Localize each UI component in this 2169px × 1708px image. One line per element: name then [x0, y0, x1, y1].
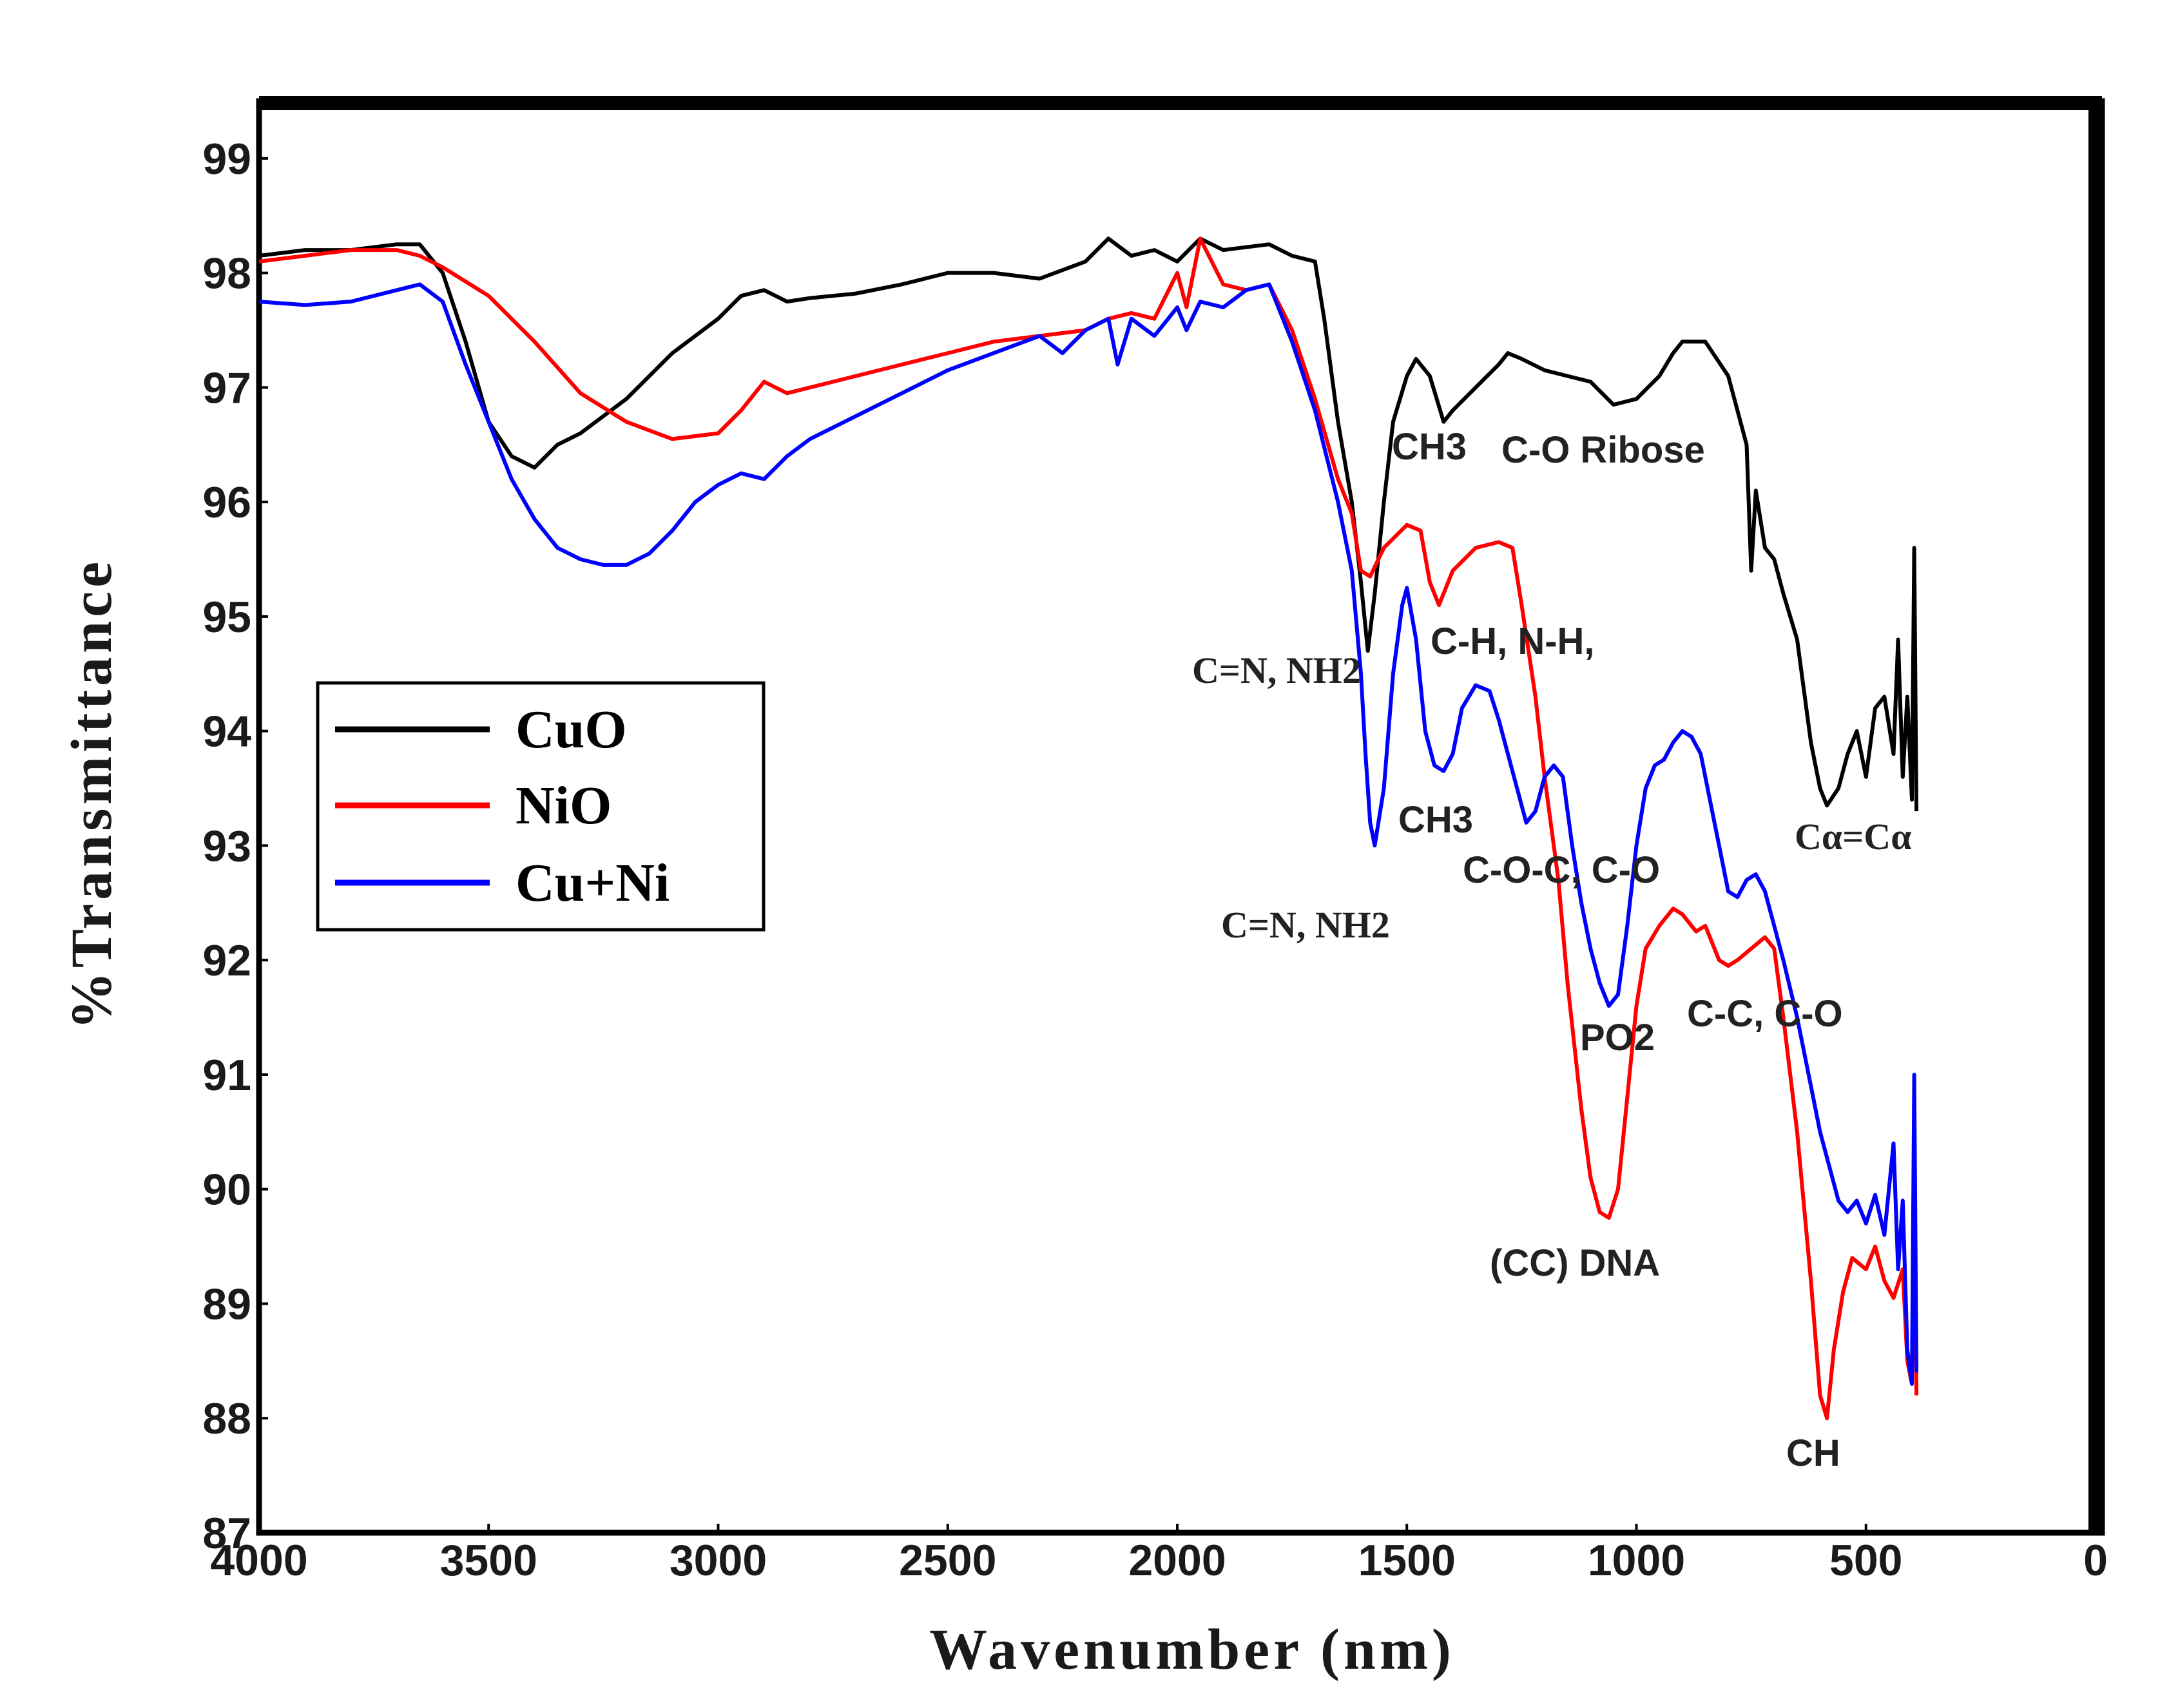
series-line-cuo: [258, 236, 1919, 812]
y-tick-label: 95: [202, 593, 251, 642]
y-tick-label: 90: [202, 1166, 251, 1214]
y-tick-label: 92: [202, 936, 251, 985]
annotation-cn-nh2-upper: C=N, NH2: [1192, 649, 1361, 691]
annotations: CH3 C-O Ribose C=N, NH2 C-H, N-H, CH3 C-…: [1192, 426, 1912, 1474]
y-axis-title: %Transmittance: [60, 558, 124, 1030]
x-tick-label: 2000: [1128, 1536, 1226, 1585]
annotation-coc-co: C-O-C, C-O: [1463, 849, 1660, 891]
annotation-co-ribose: C-O Ribose: [1501, 429, 1705, 471]
annotation-cc-dna: (CC) DNA: [1490, 1242, 1660, 1284]
y-tick-label: 87: [202, 1509, 251, 1558]
annotation-cc-co: C-C, C-O: [1687, 993, 1843, 1035]
annotation-ch: CH: [1786, 1432, 1840, 1474]
annotation-ch3-upper: CH3: [1392, 426, 1467, 468]
legend: CuO NiO Cu+Ni: [316, 681, 766, 932]
x-tick-label: 4000: [210, 1536, 307, 1585]
legend-label-cuo: CuO: [516, 700, 627, 760]
series-lines: [258, 236, 1919, 1421]
x-tick-label: 1500: [1358, 1536, 1456, 1585]
series-line-nio: [258, 236, 1919, 1421]
y-tick-label: 94: [202, 707, 251, 756]
x-tick-label: 0: [2083, 1536, 2108, 1585]
annotation-calpha: Cα=Cα: [1795, 816, 1912, 858]
x-tick-label: 500: [1829, 1536, 1902, 1585]
y-tick-label: 88: [202, 1394, 251, 1443]
x-tick-label: 3500: [440, 1536, 537, 1585]
x-axis-title: Wavenumber (nm): [929, 1618, 1455, 1682]
y-tick-label: 98: [202, 249, 251, 298]
annotation-cn-nh2-lower: C=N, NH2: [1221, 904, 1390, 946]
y-tick-label: 93: [202, 821, 251, 870]
legend-label-cu-ni: Cu+Ni: [516, 853, 670, 913]
y-tick-label: 97: [202, 363, 251, 412]
series-line-cu-ni: [258, 282, 1919, 1386]
y-tick-label: 96: [202, 478, 251, 527]
legend-label-nio: NiO: [516, 776, 612, 836]
y-tick-label: 89: [202, 1280, 251, 1329]
y-tick-label: 99: [202, 135, 251, 184]
annotation-ch3-lower: CH3: [1398, 799, 1473, 841]
y-axis-ticks: 87 88 89 90 91 92 93 94 95 96 97 98 99: [202, 135, 268, 1558]
annotation-po2: PO2: [1580, 1017, 1655, 1059]
x-tick-label: 1000: [1588, 1536, 1685, 1585]
x-axis-ticks: 4000 3500 3000 2500 2000 1500 1000 500 0: [210, 1524, 2108, 1585]
x-tick-label: 2500: [899, 1536, 996, 1585]
y-tick-label: 91: [202, 1051, 251, 1100]
annotation-ch-nh: C-H, N-H,: [1431, 620, 1595, 662]
x-tick-label: 3000: [670, 1536, 767, 1585]
